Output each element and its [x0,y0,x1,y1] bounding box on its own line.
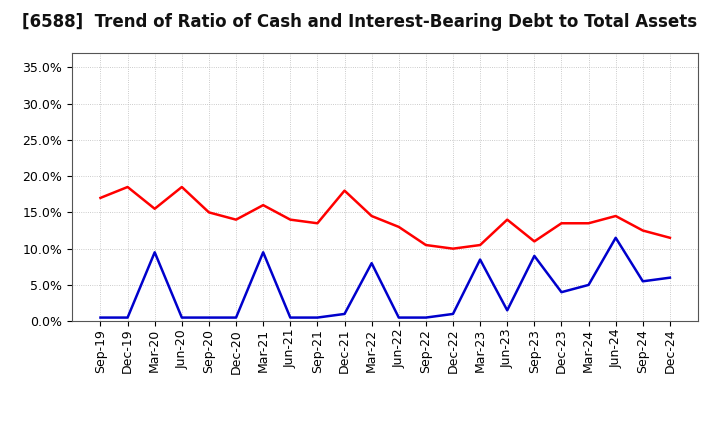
Interest-Bearing Debt [96,315,105,320]
Text: [6588]  Trend of Ratio of Cash and Interest-Bearing Debt to Total Assets: [6588] Trend of Ratio of Cash and Intere… [22,13,698,31]
Cash [421,242,430,248]
Interest-Bearing Debt [611,235,620,240]
Interest-Bearing Debt [584,282,593,288]
Cash [530,239,539,244]
Interest-Bearing Debt [232,315,240,320]
Interest-Bearing Debt [178,315,186,320]
Cash [150,206,159,211]
Interest-Bearing Debt [286,315,294,320]
Interest-Bearing Debt [449,312,457,317]
Interest-Bearing Debt [367,260,376,266]
Cash [259,202,268,208]
Cash [204,210,213,215]
Cash [611,213,620,219]
Interest-Bearing Debt [123,315,132,320]
Cash [639,228,647,233]
Interest-Bearing Debt [421,315,430,320]
Interest-Bearing Debt [150,249,159,255]
Interest-Bearing Debt [341,312,349,317]
Interest-Bearing Debt [476,257,485,262]
Cash [503,217,511,222]
Interest-Bearing Debt [639,279,647,284]
Cash [476,242,485,248]
Cash [584,220,593,226]
Cash [286,217,294,222]
Interest-Bearing Debt [204,315,213,320]
Cash [395,224,403,230]
Cash [313,220,322,226]
Cash [367,213,376,219]
Cash [665,235,674,240]
Line: Cash: Cash [101,187,670,249]
Cash [232,217,240,222]
Cash [96,195,105,201]
Cash [178,184,186,190]
Interest-Bearing Debt [530,253,539,259]
Interest-Bearing Debt [313,315,322,320]
Interest-Bearing Debt [557,290,566,295]
Cash [449,246,457,251]
Interest-Bearing Debt [665,275,674,280]
Cash [341,188,349,193]
Interest-Bearing Debt [395,315,403,320]
Interest-Bearing Debt [503,308,511,313]
Line: Interest-Bearing Debt: Interest-Bearing Debt [101,238,670,318]
Cash [123,184,132,190]
Cash [557,220,566,226]
Interest-Bearing Debt [259,249,268,255]
